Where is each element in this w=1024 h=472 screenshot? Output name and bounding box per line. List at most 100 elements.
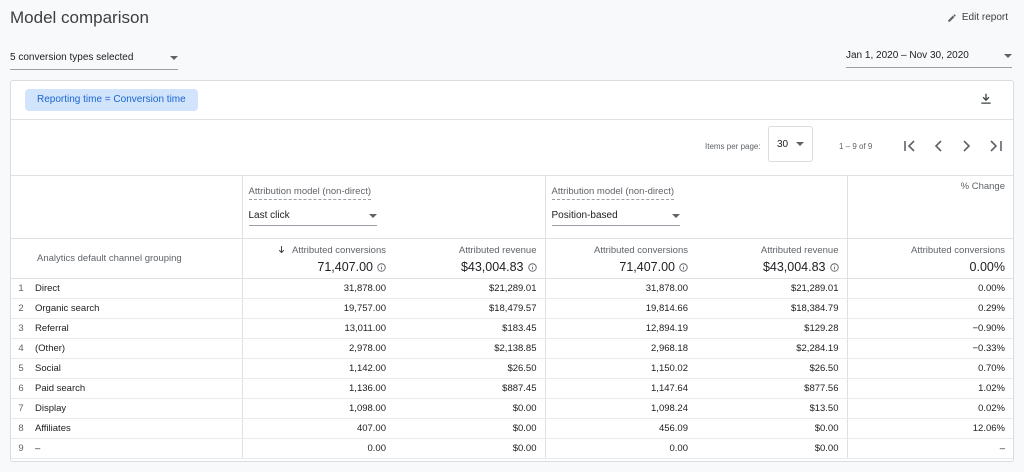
- info-icon: [679, 262, 688, 272]
- edit-report[interactable]: Edit report: [947, 12, 1008, 23]
- info-icon: [829, 262, 839, 272]
- metric-label-wrap: Attributed conversions: [277, 245, 386, 256]
- metric-value: $129.28: [696, 318, 847, 339]
- metric-total-wrap: 0.00%: [848, 260, 1005, 274]
- next-page[interactable]: [963, 140, 971, 152]
- metric-value: $877.56: [696, 378, 847, 399]
- metric-header: Attributed conversions 0.00%: [846, 238, 1013, 279]
- metric-label-wrap: Attributed conversions: [594, 245, 688, 256]
- metric-header: Attributed revenue $43,004.83: [696, 238, 847, 279]
- dimension-header: Analytics default channel grouping: [11, 238, 242, 279]
- metric-value: $183.45: [394, 318, 545, 339]
- filter-chip[interactable]: Reporting time = Conversion time: [25, 89, 198, 111]
- metric-value: $0.00: [394, 418, 545, 439]
- metric-value: −0.33%: [846, 338, 1013, 359]
- model-row: Attribution model (non-direct) Last click…: [11, 176, 1013, 239]
- select-arrow: [671, 213, 680, 218]
- metric-value: 1.02%: [846, 378, 1013, 399]
- metric-value: −0.90%: [846, 318, 1013, 339]
- dropdown-value: 5 conversion types selected: [10, 52, 134, 63]
- metric-value: 12.06%: [846, 418, 1013, 439]
- channel-name: –: [31, 438, 242, 459]
- metric-value: 31,878.00: [241, 278, 394, 299]
- metric-value: 0.02%: [846, 398, 1013, 419]
- metric-value: 2,968.18: [544, 338, 696, 359]
- page-range: 1 – 9 of 9: [839, 142, 873, 151]
- table-row: 2 Organic search 19,757.00 $18,479.57 19,814…: [11, 298, 1013, 319]
- last-page[interactable]: [990, 140, 1002, 152]
- model-select[interactable]: Last click: [248, 206, 377, 226]
- metric-value: 0.00: [544, 438, 696, 459]
- page-nav: [904, 140, 1002, 152]
- metric-total: $43,004.83: [460, 259, 524, 274]
- row-index: 3: [11, 318, 31, 339]
- metric-value: $13.50: [696, 398, 847, 419]
- metric-value: 19,757.00: [241, 298, 394, 319]
- channel-name: Referral: [31, 318, 242, 339]
- channel-name: (Other): [31, 338, 242, 359]
- row-index: 4: [11, 338, 31, 359]
- prev-page[interactable]: [934, 140, 942, 152]
- metric-header: Attributed revenue $43,004.83: [394, 238, 545, 279]
- model-select[interactable]: Position-based: [551, 206, 680, 226]
- metric-total: 71,407.00: [619, 259, 675, 274]
- metric-total-wrap: $43,004.83: [696, 260, 839, 274]
- metric-value: 31,878.00: [544, 278, 696, 299]
- metric-value: 12,894.19: [544, 318, 696, 339]
- select-value: Last click: [248, 210, 290, 221]
- sort-icon[interactable]: [277, 245, 286, 254]
- channel-name: Social: [31, 358, 242, 379]
- channel-name: Organic search: [31, 298, 242, 319]
- items-per-page-select[interactable]: 30: [768, 126, 813, 162]
- metric-label-wrap: Attributed conversions: [911, 245, 1005, 256]
- metric-value: $2,138.85: [394, 338, 545, 359]
- metric-label-wrap: Attributed revenue: [459, 245, 537, 256]
- dropdown-value: Jan 1, 2020 – Nov 30, 2020: [846, 50, 969, 61]
- date-dropdown[interactable]: Jan 1, 2020 – Nov 30, 2020: [846, 44, 1012, 68]
- metric-label: Attributed revenue: [458, 244, 537, 256]
- table-row: 6 Paid search 1,136.00 $887.45 1,147.64 $877.…: [11, 378, 1013, 399]
- comparison-table: Attribution model (non-direct) Last click…: [11, 176, 1013, 459]
- metric-value: $887.45: [394, 378, 545, 399]
- metric-value: 19,814.66: [544, 298, 696, 319]
- report-card: Reporting time = Conversion time Items p…: [10, 80, 1014, 462]
- row-index: 2: [11, 298, 31, 319]
- metric-value: $26.50: [394, 358, 545, 379]
- channel-name: Paid search: [31, 378, 242, 399]
- metric-value: 0.00: [241, 438, 394, 459]
- channel-name: Affiliates: [31, 418, 242, 439]
- download-button[interactable]: [979, 92, 993, 106]
- table-row: 3 Referral 13,011.00 $183.45 12,894.19 $129.2…: [11, 318, 1013, 339]
- metric-value: 0.70%: [846, 358, 1013, 379]
- metric-value: 2,978.00: [241, 338, 394, 359]
- metric-value: 0.29%: [846, 298, 1013, 319]
- first-page[interactable]: [904, 140, 915, 152]
- metric-total-wrap: 71,407.00: [546, 260, 689, 274]
- metric-value: $0.00: [696, 438, 847, 459]
- table-row: 1 Direct 31,878.00 $21,289.01 31,878.00 $21,2…: [11, 278, 1013, 299]
- table-row: 7 Display 1,098.00 $0.00 1,098.24 $13.50 0.02%: [11, 398, 1013, 419]
- edit-report-label: Edit report: [961, 12, 1008, 23]
- metric-total: 71,407.00: [317, 259, 373, 274]
- metric-value: 0.00%: [846, 278, 1013, 299]
- metric-value: 13,011.00: [241, 318, 394, 339]
- model-cell: Attribution model (non-direct) Last click: [241, 176, 545, 239]
- conversion-dropdown[interactable]: 5 conversion types selected: [10, 46, 178, 70]
- metric-value: $26.50: [696, 358, 847, 379]
- metric-total-wrap: 71,407.00: [243, 260, 387, 274]
- pencil-icon: [948, 13, 956, 22]
- metric-header: Attributed conversions 71,407.00: [544, 238, 696, 279]
- row-index: 9: [11, 438, 31, 459]
- metric-label: Attributed revenue: [760, 244, 839, 256]
- metric-total: $43,004.83: [762, 259, 826, 274]
- metric-value: 407.00: [241, 418, 394, 439]
- percent-change-header: % Change: [846, 176, 1013, 239]
- info-icon: [527, 262, 537, 272]
- model-label: Attribution model (non-direct): [551, 186, 674, 200]
- metric-header-row: Analytics default channel grouping Attri…: [11, 238, 1013, 279]
- row-index: 5: [11, 358, 31, 379]
- metric-label: Attributed conversions: [594, 244, 688, 256]
- row-index: 1: [11, 278, 31, 299]
